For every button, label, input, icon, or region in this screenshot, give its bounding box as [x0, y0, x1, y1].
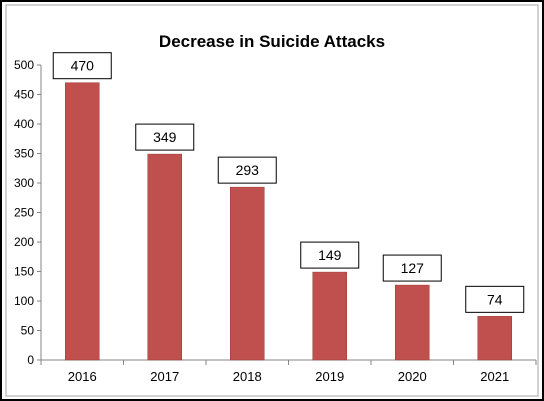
x-tick-label: 2017: [150, 369, 179, 384]
y-tick-label: 250: [14, 206, 34, 220]
y-tick-label: 350: [14, 147, 34, 161]
bar-2020: [395, 284, 430, 361]
data-label: 149: [318, 247, 342, 263]
x-tick-label: 2020: [398, 369, 427, 384]
chart-title: Decrease in Suicide Attacks: [158, 32, 386, 51]
data-label: 293: [236, 162, 260, 178]
bar-2019: [312, 271, 347, 361]
x-tick-label: 2018: [233, 369, 262, 384]
y-tick-label: 200: [14, 235, 34, 249]
data-label: 74: [487, 291, 503, 307]
bar-2021: [477, 316, 512, 361]
bar-2017: [147, 153, 182, 361]
y-tick-label: 150: [14, 265, 34, 279]
data-label-box: [52, 52, 112, 80]
axes: 0 50 100 150 200 250 300 350 400 450 500 2016 2017 20…: [14, 58, 537, 384]
y-tick-label: 100: [14, 294, 34, 308]
bar-2016: [65, 82, 100, 361]
x-tick-label: 2021: [480, 369, 509, 384]
data-label: 470: [71, 58, 95, 74]
data-labels: 470 349 293 149 127 74: [52, 52, 525, 313]
data-label-box: [135, 123, 195, 151]
y-tick-label: 450: [14, 88, 34, 102]
bars: [65, 82, 512, 361]
data-label-box: [382, 254, 442, 282]
y-tick-label: 0: [27, 353, 34, 367]
y-tick-label: 300: [14, 176, 34, 190]
data-label-box: [217, 156, 277, 184]
x-tick-label: 2019: [315, 369, 344, 384]
y-tick-label: 50: [21, 324, 35, 338]
data-label: 349: [153, 129, 177, 145]
y-tick-label: 400: [14, 117, 34, 131]
y-tick-label: 500: [14, 58, 34, 72]
bar-2018: [230, 186, 265, 361]
x-tick-label: 2016: [68, 369, 97, 384]
data-label: 127: [401, 260, 425, 276]
data-label-box: [465, 285, 525, 313]
data-label-box: [300, 241, 360, 269]
